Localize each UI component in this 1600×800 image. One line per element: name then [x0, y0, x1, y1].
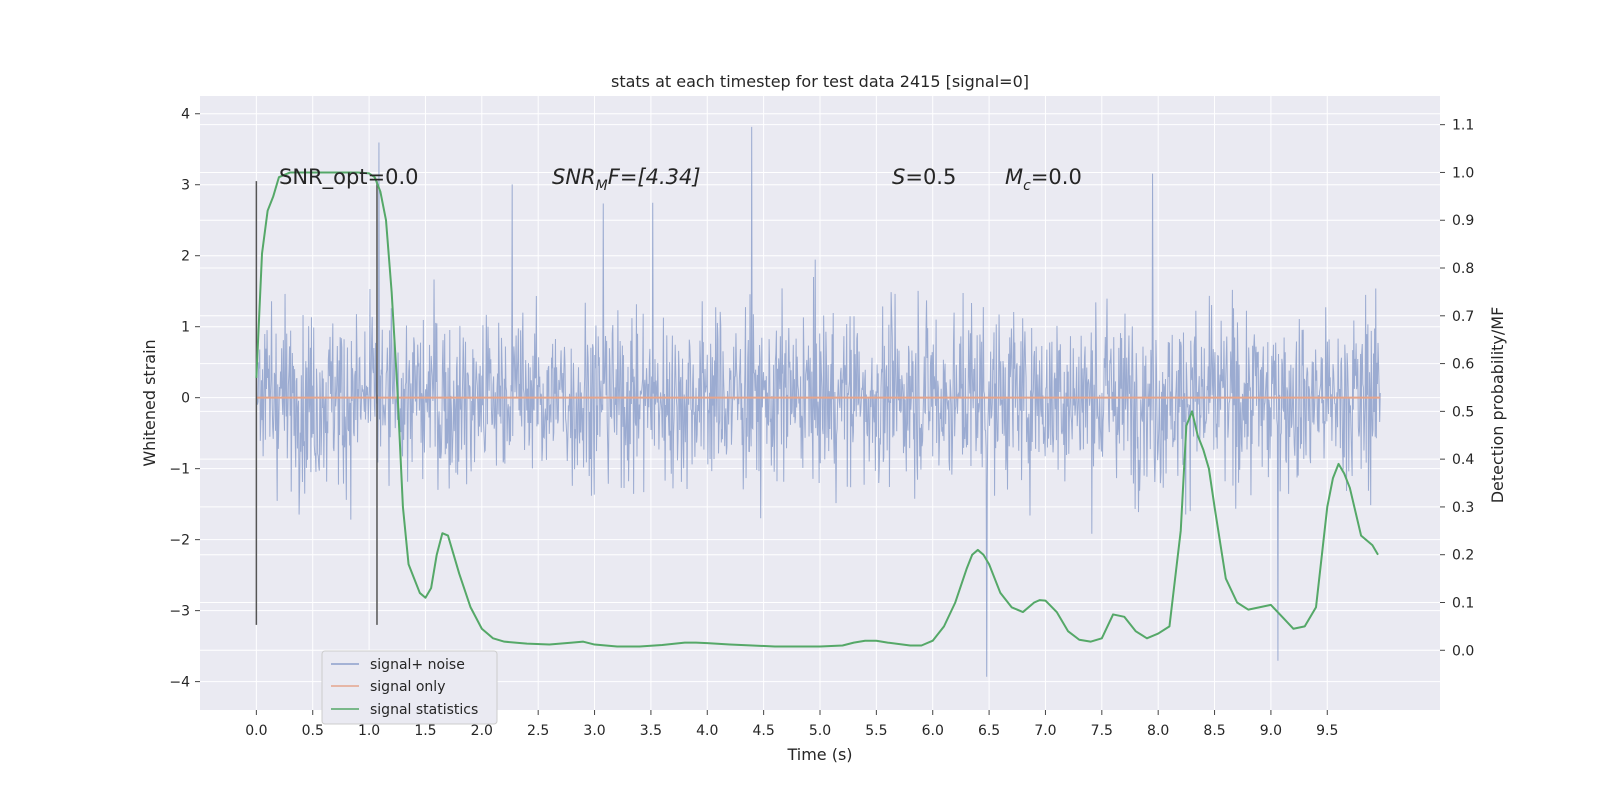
y-tick-label: −3 — [169, 604, 190, 620]
y-tick-label: 2 — [181, 249, 190, 265]
legend-label-signal-statistics: signal statistics — [370, 702, 478, 718]
annotation-mc-sub: c — [1023, 178, 1031, 194]
y-tick-label: −2 — [169, 533, 190, 549]
x-tick-label: 6.0 — [922, 723, 944, 739]
x-tick-label: 4.5 — [753, 723, 775, 739]
annotation-s-value: =0.5 — [905, 165, 956, 189]
annotation-mc-main: M — [1005, 165, 1023, 189]
legend: signal+ noise signal only signal statist… — [321, 650, 498, 725]
x-axis-label: Time (s) — [786, 745, 852, 764]
x-tick-label: 0.5 — [302, 723, 324, 739]
signal-plus-noise-line — [255, 126, 1381, 677]
y-right-tick-label: 0.1 — [1452, 595, 1474, 611]
x-tick-label: 1.0 — [358, 723, 380, 739]
x-tick-label: 6.5 — [978, 723, 1000, 739]
annotation-mc-value: =0.0 — [1031, 165, 1082, 189]
y-tick-label: 3 — [181, 178, 190, 194]
vertical-markers — [255, 181, 378, 625]
y-tick-label: 0 — [181, 391, 190, 407]
x-tick-label: 9.5 — [1316, 723, 1338, 739]
y-axis-label: Whitened strain — [140, 339, 159, 466]
y-right-tick-label: 1.1 — [1452, 118, 1474, 134]
x-tick-label: 7.5 — [1091, 723, 1113, 739]
y-right-tick-label: 0.3 — [1452, 500, 1474, 516]
series-signal-statistics — [255, 171, 1379, 648]
y-tick-label: 4 — [181, 107, 190, 123]
y-tick-label: −4 — [169, 675, 190, 691]
annotation-snr-mf-rest: F=[4.34] — [608, 165, 701, 189]
y-right-tick-label: 0.2 — [1452, 548, 1474, 564]
x-tick-label: 3.5 — [640, 723, 662, 739]
x-tick-label: 4.0 — [696, 723, 718, 739]
y-right-tick-label: 0.9 — [1452, 213, 1474, 229]
annotation-s: S=0.5 — [892, 165, 956, 189]
x-tick-label: 8.0 — [1147, 723, 1169, 739]
legend-frame — [321, 650, 498, 725]
x-tick-label: 1.5 — [414, 723, 436, 739]
legend-label-signal-only: signal only — [370, 679, 445, 695]
y-tick-label: 1 — [181, 320, 190, 336]
x-tick-label: 2.0 — [471, 723, 493, 739]
y-right-tick-label: 0.4 — [1452, 452, 1474, 468]
chart-title: stats at each timestep for test data 241… — [611, 72, 1029, 91]
y-axis-right-ticks: 1.1 1.0 0.9 0.8 0.7 0.6 0.5 0.4 0.3 0.2 0.1 0.0 — [1440, 118, 1474, 659]
x-tick-label: 2.5 — [527, 723, 549, 739]
annotation-snr-mf-sub: M — [596, 178, 608, 194]
y-right-tick-label: 0.6 — [1452, 357, 1474, 373]
x-tick-label: 9.0 — [1260, 723, 1282, 739]
x-tick-label: 0.0 — [245, 723, 267, 739]
annotation-snr-opt: SNR_opt=0.0 — [279, 165, 419, 190]
x-axis-ticks: 0.0 0.5 1.0 1.5 2.0 2.5 3.0 3.5 4.0 4.5 5.0 5.5 6.0 6… — [245, 710, 1338, 739]
x-tick-label: 5.5 — [865, 723, 887, 739]
y-right-tick-label: 0.5 — [1452, 404, 1474, 420]
x-tick-label: 8.5 — [1203, 723, 1225, 739]
annotation-snr-mf-main: SNR — [552, 165, 596, 189]
y-tick-label: −1 — [169, 462, 190, 478]
series-signal-plus-noise — [255, 126, 1381, 677]
y-right-tick-label: 0.8 — [1452, 261, 1474, 277]
y-right-tick-label: 0.7 — [1452, 309, 1474, 325]
y-right-tick-label: 0.0 — [1452, 643, 1474, 659]
x-tick-label: 7.0 — [1034, 723, 1056, 739]
y-axis-left-ticks: 4 3 2 1 0 −1 −2 −3 −4 — [169, 107, 200, 691]
signal-statistics-line — [255, 171, 1379, 648]
annotation-mc: Mc=0.0 — [1005, 165, 1082, 194]
x-tick-label: 3.0 — [583, 723, 605, 739]
legend-label-signal-plus-noise: signal+ noise — [370, 657, 465, 673]
y-axis-right-label: Detection probability/MF — [1488, 307, 1507, 504]
x-tick-label: 5.0 — [809, 723, 831, 739]
annotation-snr-mf: SNRMF=[4.34] — [552, 165, 701, 194]
annotation-s-label: S — [892, 165, 905, 189]
y-right-tick-label: 1.0 — [1452, 165, 1474, 181]
